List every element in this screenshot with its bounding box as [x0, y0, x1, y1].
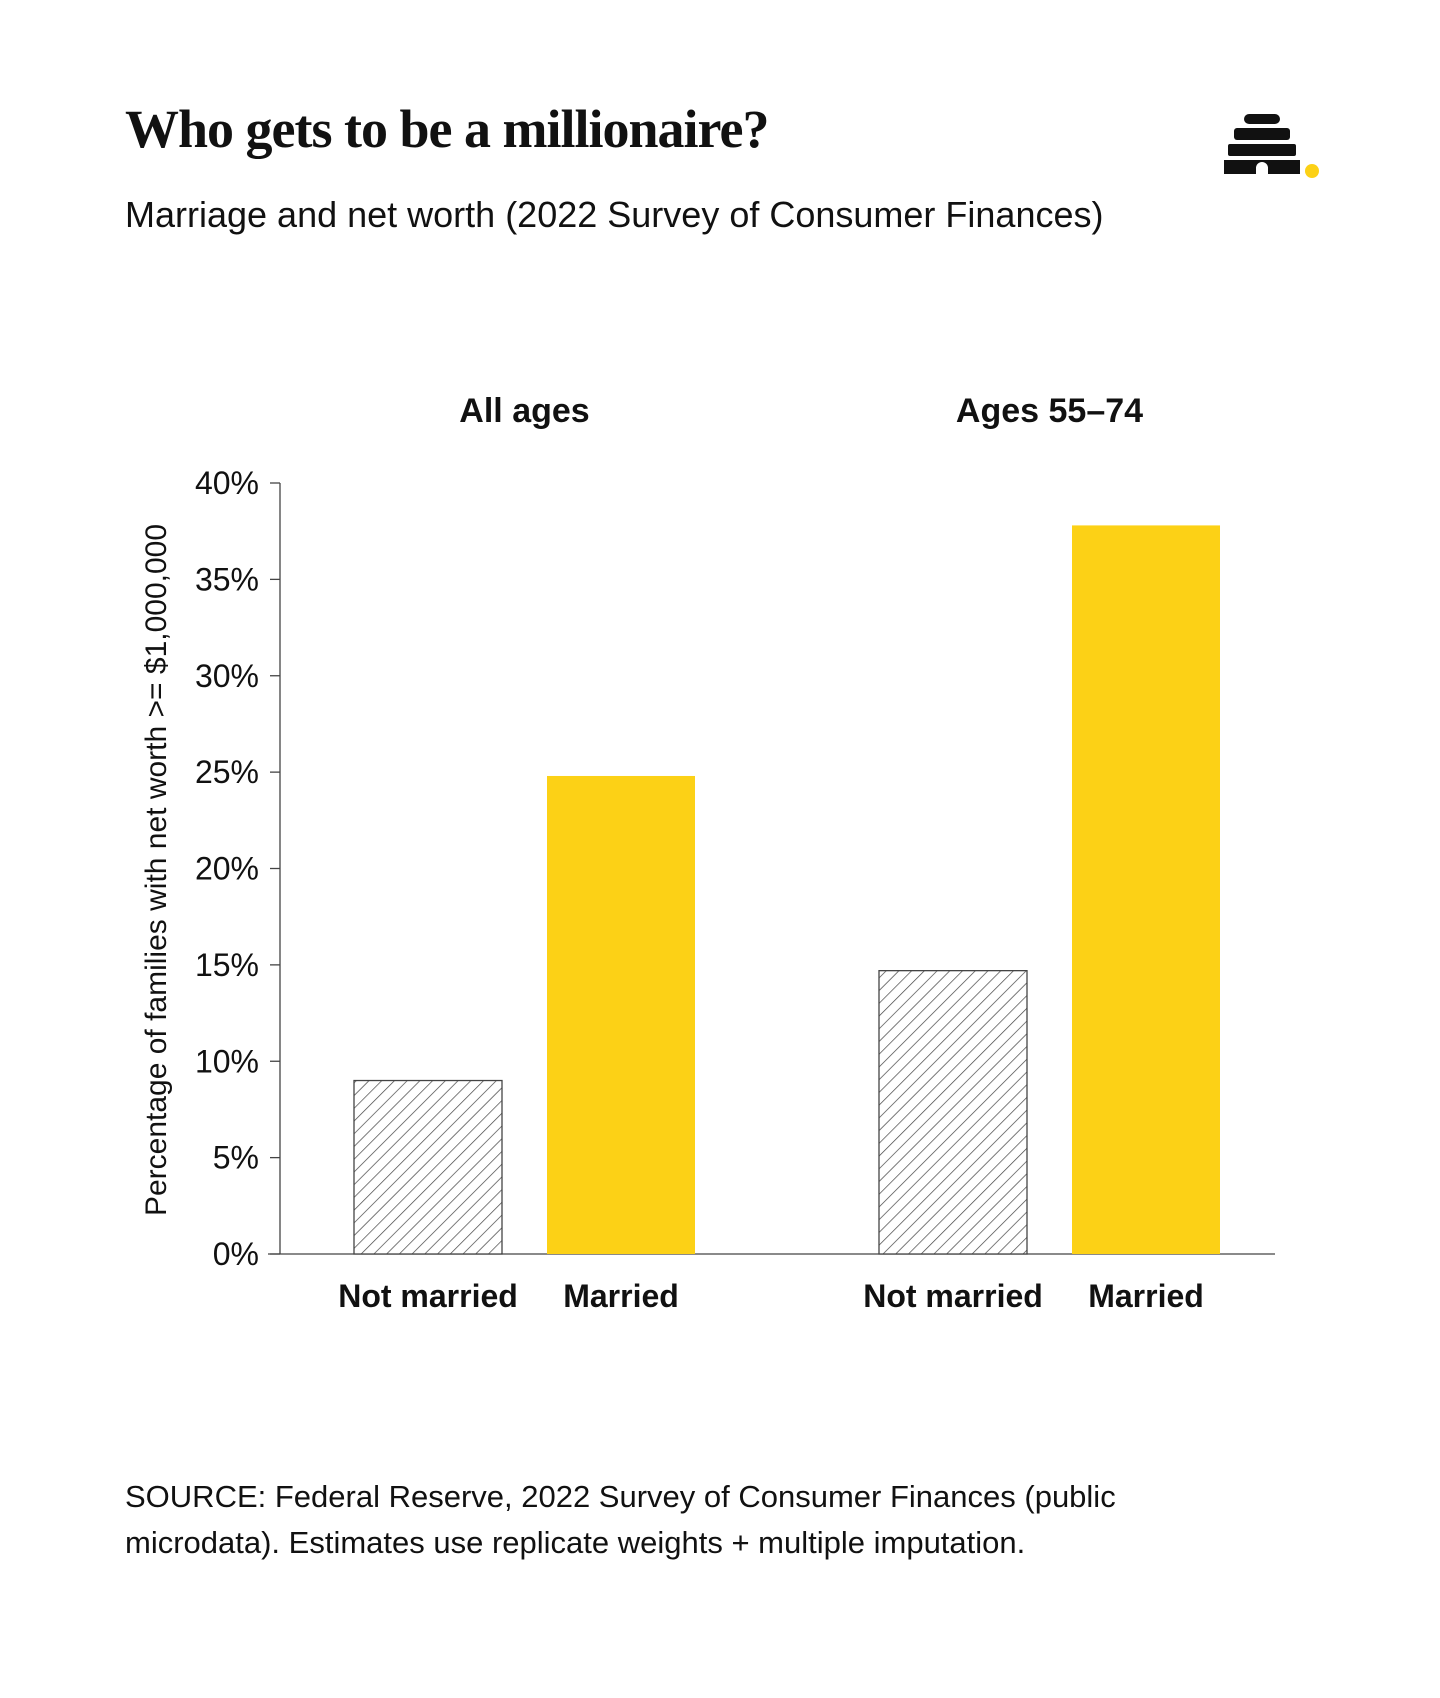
bar-married: [547, 775, 695, 1254]
y-axis: 0% 5% 10% 15% 20% 25% 30% 35% 40% Percentage of f…: [140, 465, 1275, 1272]
y-tick-label: 5%: [213, 1140, 259, 1176]
x-tick-label: Married: [563, 1278, 679, 1314]
labels: All ages Not married Married Ages 55–74 Not …: [338, 392, 1204, 1314]
bar-chart: 0% 5% 10% 15% 20% 25% 30% 35% 40% Percentage of f…: [140, 392, 1275, 1314]
beehive-icon: [1224, 114, 1319, 178]
y-tick-label: 15%: [195, 947, 259, 983]
chart-subtitle: Marriage and net worth (2022 Survey of C…: [125, 194, 1104, 235]
bar-not-married: [353, 1079, 503, 1255]
y-tick-label: 20%: [195, 851, 259, 887]
y-tick-label: 30%: [195, 658, 259, 694]
bar-married: [1072, 525, 1220, 1254]
y-tick-label: 35%: [195, 561, 259, 597]
source-note: SOURCE: Federal Reserve, 2022 Survey of …: [125, 1479, 1116, 1560]
x-tick-label: Not married: [863, 1278, 1043, 1314]
y-tick-label: 10%: [195, 1043, 259, 1079]
x-tick-label: Not married: [338, 1278, 518, 1314]
y-tick-label: 25%: [195, 754, 259, 790]
bars: [353, 525, 1220, 1255]
x-tick-label: Married: [1088, 1278, 1204, 1314]
bar-not-married: [878, 970, 1028, 1255]
chart-title: Who gets to be a millionaire?: [125, 99, 769, 159]
panel-title: Ages 55–74: [956, 392, 1143, 430]
y-tick-label: 0%: [213, 1236, 259, 1272]
y-tick-label: 40%: [195, 465, 259, 501]
panel-title: All ages: [459, 392, 589, 430]
y-axis-title: Percentage of families with net worth >=…: [140, 524, 173, 1216]
